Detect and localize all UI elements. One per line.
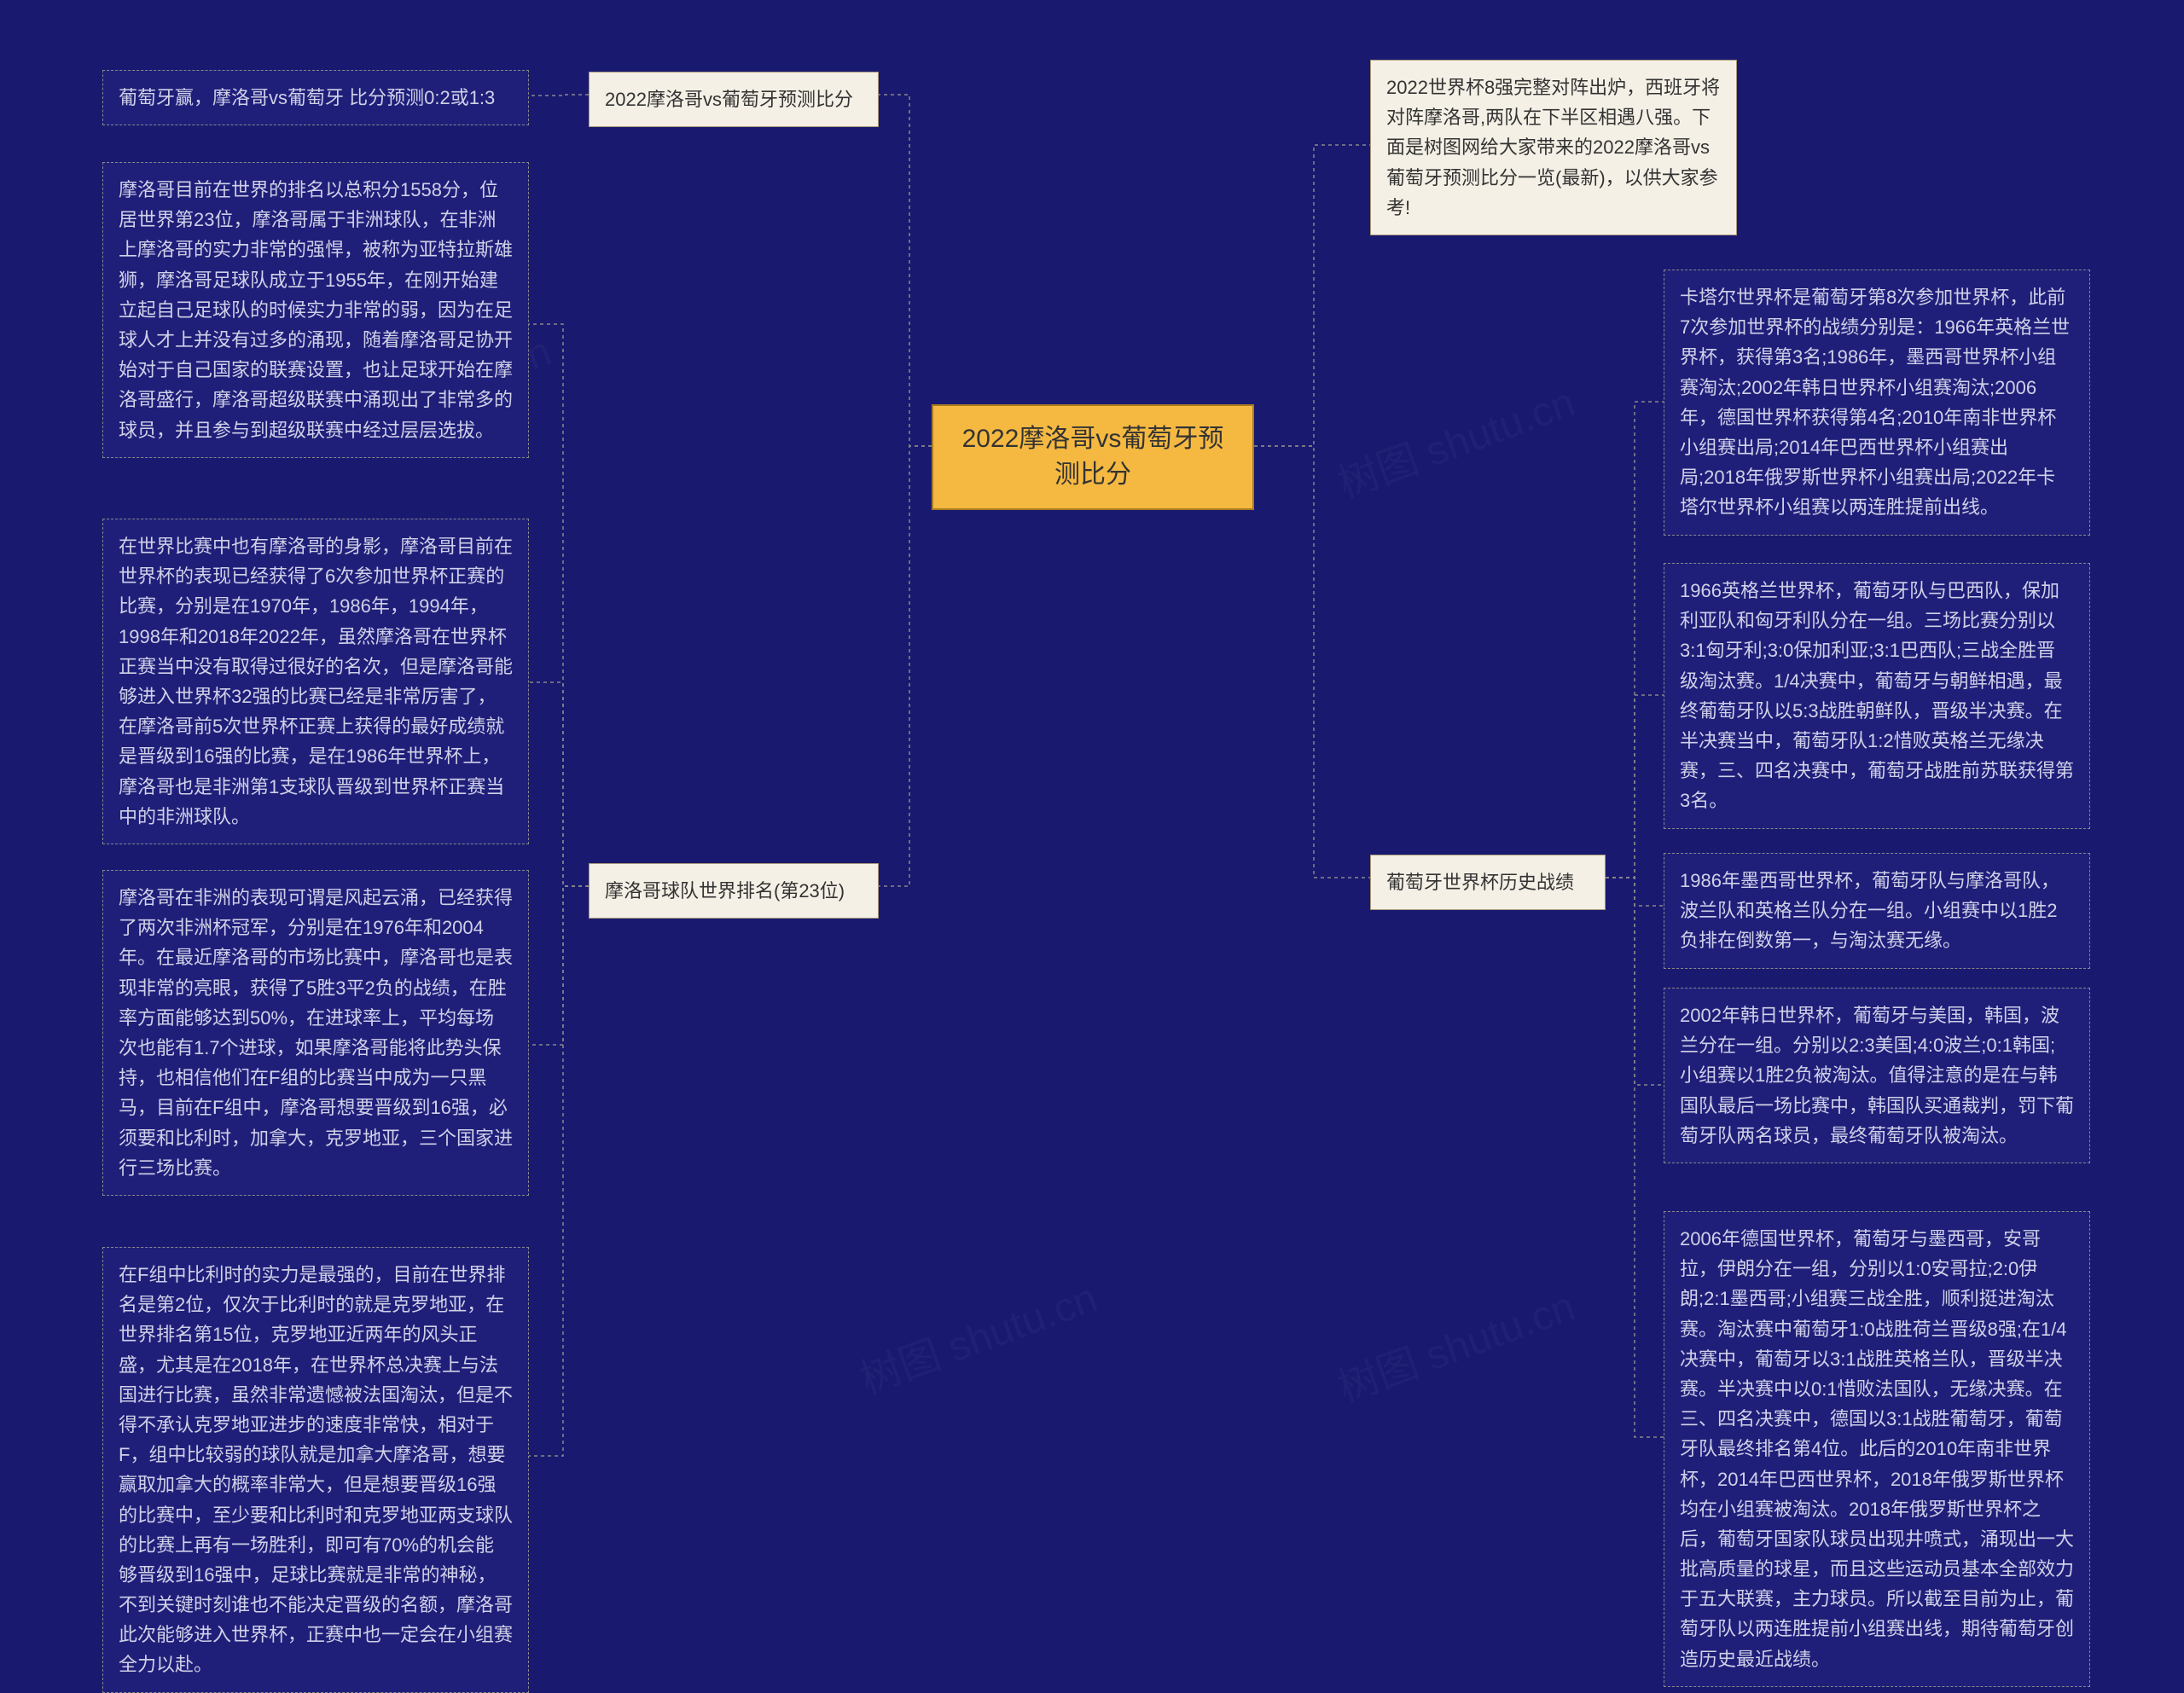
center-node[interactable]: 2022摩洛哥vs葡萄牙预测比分 [932,404,1254,510]
leaf-morocco-groupf: 在F组中比利时的实力是最强的，目前在世界排名是第2位，仅次于比利时的就是克罗地亚… [102,1247,529,1693]
leaf-morocco-overview: 摩洛哥目前在世界的排名以总积分1558分，位居世界第23位，摩洛哥属于非洲球队，… [102,162,529,458]
leaf-portugal-2002: 2002年韩日世界杯，葡萄牙与美国，韩国，波兰分在一组。分别以2:3美国;4:0… [1664,988,2090,1163]
leaf-score-prediction: 葡萄牙赢，摩洛哥vs葡萄牙 比分预测0:2或1:3 [102,70,529,125]
watermark: 树图 shutu.cn [1328,368,1582,509]
branch-intro: 2022世界杯8强完整对阵出炉，西班牙将对阵摩洛哥,两队在下半区相遇八强。下面是… [1370,60,1737,235]
leaf-morocco-africa: 摩洛哥在非洲的表现可谓是风起云涌，已经获得了两次非洲杯冠军，分别是在1976年和… [102,870,529,1196]
watermark: 树图 shutu.cn [1328,1273,1582,1413]
branch-portugal-history[interactable]: 葡萄牙世界杯历史战绩 [1370,855,1606,910]
watermark: 树图 shutu.cn [851,1264,1104,1405]
leaf-portugal-2006: 2006年德国世界杯，葡萄牙与墨西哥，安哥拉，伊朗分在一组，分别以1:0安哥拉;… [1664,1211,2090,1687]
branch-morocco-ranking[interactable]: 摩洛哥球队世界排名(第23位) [589,863,879,919]
branch-prediction-score[interactable]: 2022摩洛哥vs葡萄牙预测比分 [589,72,879,127]
leaf-portugal-1966: 1966英格兰世界杯，葡萄牙队与巴西队，保加利亚队和匈牙利队分在一组。三场比赛分… [1664,563,2090,829]
leaf-portugal-1986: 1986年墨西哥世界杯，葡萄牙队与摩洛哥队，波兰队和英格兰队分在一组。小组赛中以… [1664,853,2090,969]
leaf-morocco-worldcup-history: 在世界比赛中也有摩洛哥的身影，摩洛哥目前在世界杯的表现已经获得了6次参加世界杯正… [102,519,529,844]
leaf-portugal-qatar: 卡塔尔世界杯是葡萄牙第8次参加世界杯，此前7次参加世界杯的战绩分别是：1966年… [1664,270,2090,536]
